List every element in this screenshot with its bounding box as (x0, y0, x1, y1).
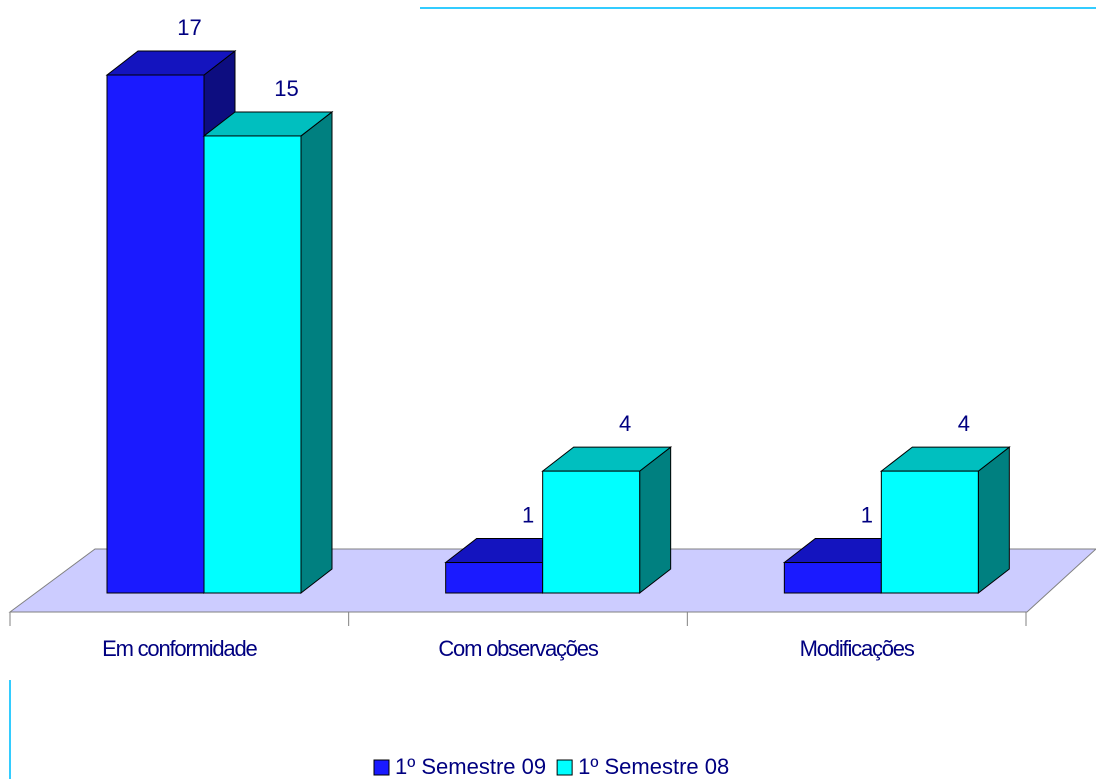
bar (202, 110, 334, 595)
x-tick-label: Modificações (800, 636, 915, 661)
legend-label: 1º Semestre 09 (395, 754, 546, 779)
data-label: 1 (522, 502, 534, 527)
bar (541, 446, 673, 595)
data-label: 4 (958, 411, 970, 436)
legend-swatch (556, 759, 573, 776)
bar-front (203, 135, 302, 594)
data-label: 15 (274, 76, 298, 101)
data-label: 4 (619, 411, 631, 436)
x-tick-label: Em conformidade (102, 636, 257, 661)
bar-front (106, 74, 205, 594)
x-tick-label: Com observações (438, 636, 598, 661)
bar-front (542, 470, 641, 594)
bar-side (300, 110, 333, 595)
legend-swatch (373, 759, 390, 776)
data-label: 17 (177, 15, 201, 40)
bar (879, 446, 1011, 595)
bar-front (445, 562, 544, 594)
data-label: 1 (861, 502, 873, 527)
bar-side (639, 446, 672, 595)
legend-label: 1º Semestre 08 (578, 754, 729, 779)
bar-side (977, 446, 1010, 595)
bar-front (783, 562, 882, 594)
bar-front (880, 470, 979, 594)
